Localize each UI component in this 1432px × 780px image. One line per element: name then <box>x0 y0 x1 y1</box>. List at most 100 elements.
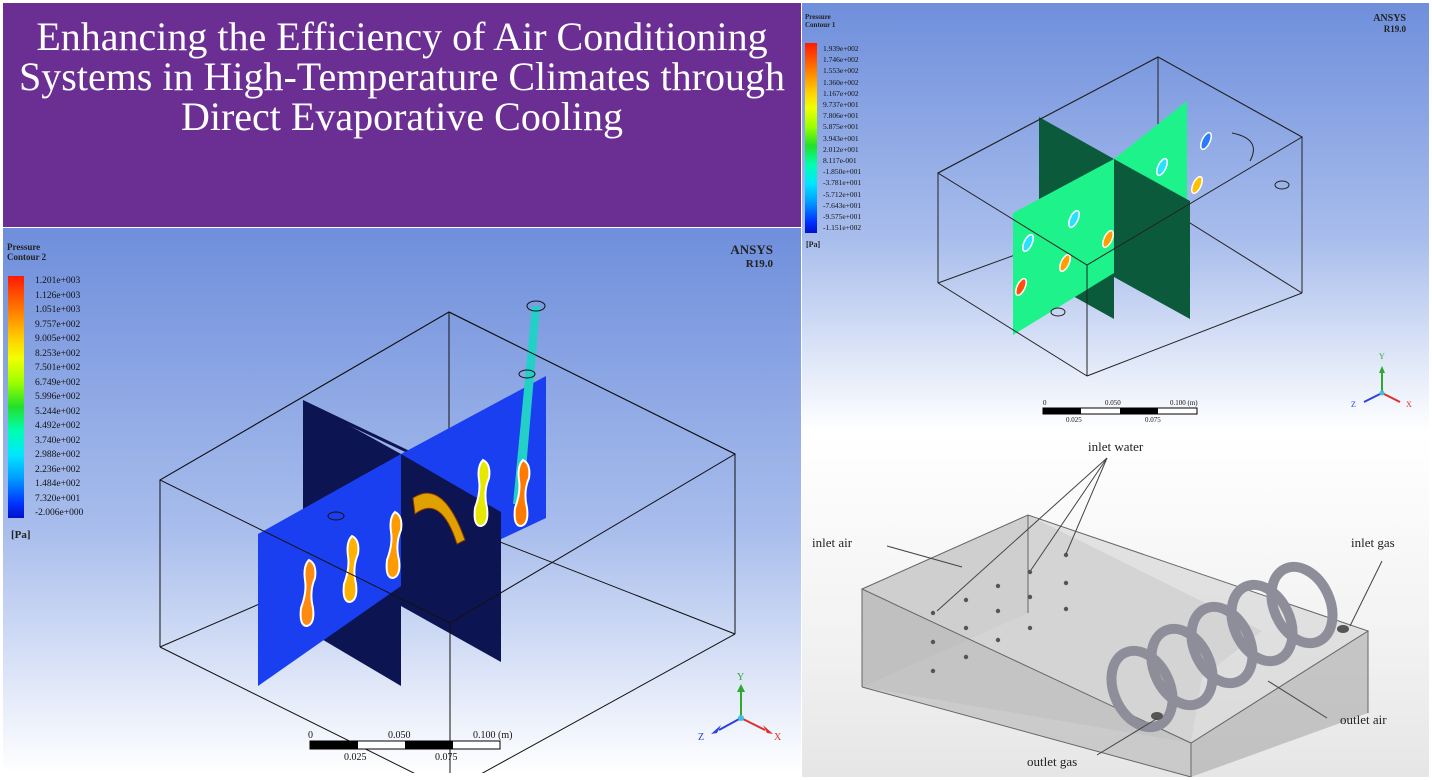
legend-tick-1: 1.746e+002 <box>823 55 859 65</box>
box-right-face <box>1191 631 1368 777</box>
box-edges <box>860 514 1370 777</box>
title-banner: Enhancing the Efficiency of Air Conditio… <box>3 3 801 227</box>
legend-tick-14: -7.643e+001 <box>823 200 862 210</box>
pressure-contour-2-panel: Pressure Contour 2 1.201e+003 1.126e+003 1… <box>3 228 801 773</box>
outlet-gas-port <box>1151 712 1163 720</box>
scale-label-050: 0.050 <box>1105 399 1121 407</box>
brand-name: ANSYS <box>730 242 773 257</box>
brand-version: R19.0 <box>1383 24 1406 34</box>
inlet-holes <box>930 552 1069 674</box>
scale-label-025: 0.025 <box>344 752 367 763</box>
ansys-brand: ANSYS R19.0 <box>1332 13 1406 35</box>
inlet-ring <box>1050 307 1066 317</box>
legend-tick-2: 1.051e+003 <box>35 305 81 315</box>
domain-box-front <box>158 311 737 773</box>
legend-tick-13: 2.236e+002 <box>35 464 81 475</box>
axis-x-label: X <box>1406 400 1412 409</box>
legend-unit: [Pa] <box>806 240 821 249</box>
scale-label-050: 0.050 <box>388 730 411 741</box>
droplets <box>299 458 531 628</box>
legend-tick-6: 7.806e+001 <box>823 111 859 121</box>
axis-triad <box>711 684 773 734</box>
legend-tick-9: 2.012e+001 <box>823 144 859 154</box>
legend-unit: [Pa] <box>11 529 31 541</box>
legend-tick-15: 7.320e+001 <box>35 493 81 504</box>
legend-tick-4: 9.005e+002 <box>35 334 81 344</box>
legend-tick-9: 5.244e+002 <box>35 406 81 417</box>
scale-label-100: 0.100 (m) <box>1170 399 1198 407</box>
legend-tick-10: 8.117e-001 <box>823 156 857 165</box>
gas-coil <box>1106 561 1338 733</box>
droplets <box>1014 131 1213 297</box>
scale-bar <box>309 740 501 750</box>
axis-x-label: X <box>774 732 782 743</box>
coil-band <box>412 492 466 545</box>
model-3d-panel: inlet water inlet air inlet gas outlet a… <box>802 433 1429 777</box>
contour-1-geometry <box>936 56 1401 415</box>
legend-tick-0: 1.201e+003 <box>35 276 81 286</box>
legend-tick-3: 1.360e+002 <box>823 77 859 87</box>
plane-green-front <box>1013 159 1114 335</box>
scale-label-0: 0 <box>1043 399 1047 407</box>
legend-tick-2: 1.553e+002 <box>823 66 859 76</box>
coil-trace <box>1231 132 1254 162</box>
legend-tick-13: -5.712e+001 <box>823 189 862 199</box>
axis-z-label: Z <box>1351 400 1356 409</box>
brand-version: R19.0 <box>745 258 773 270</box>
legend-title: Pressure Contour 1 <box>805 13 836 29</box>
label-inlet-gas: inlet gas <box>1351 535 1395 550</box>
legend-tick-8: 3.943e+001 <box>823 133 859 143</box>
legend-tick-8: 5.996e+002 <box>35 392 81 402</box>
legend-tick-7: 6.749e+002 <box>35 377 81 388</box>
pressure-contour-1-panel: Pressure Contour 1 1.939e+002 1.746e+002 1… <box>802 3 1429 431</box>
scale-label-100: 0.100 (m) <box>473 730 513 741</box>
legend-tick-4: 1.167e+002 <box>823 88 859 98</box>
scale-label-025: 0.025 <box>1066 416 1082 424</box>
pipe-ring <box>518 369 536 379</box>
legend-tick-1: 1.126e+003 <box>35 290 81 301</box>
legend-tick-16: -1.151e+002 <box>823 223 862 233</box>
plate-hole <box>327 511 345 521</box>
pipe-inlet-ring <box>526 300 546 312</box>
legend-color-bar <box>8 276 24 518</box>
scale-label-0: 0 <box>308 730 313 741</box>
legend-tick-12: 2.988e+002 <box>35 450 81 460</box>
page-title: Enhancing the Efficiency of Air Conditio… <box>19 14 785 139</box>
legend-tick-10: 4.492e+002 <box>35 421 81 431</box>
inlet-gas-port <box>1337 625 1349 633</box>
legend-tick-14: 1.484e+002 <box>35 479 81 489</box>
box-front-face <box>862 589 1191 777</box>
box-top-face <box>862 515 1368 743</box>
axis-y-label: Y <box>737 672 745 683</box>
axis-y-label: Y <box>1379 352 1385 361</box>
legend-tick-11: 3.740e+002 <box>35 435 81 446</box>
legend-tick-5: 8.253e+002 <box>35 348 81 359</box>
scale-label-075: 0.075 <box>435 752 458 763</box>
callout-lines <box>886 457 1383 756</box>
legend-tick-11: -1.850e+001 <box>823 167 862 177</box>
legend-tick-5: 9.737e+001 <box>823 100 859 109</box>
outlet-ring <box>1274 180 1290 190</box>
legend-tick-7: 5.875e+001 <box>823 122 859 132</box>
legend-tick-16: -2.006e+000 <box>35 508 84 518</box>
label-outlet-air: outlet air <box>1340 712 1387 727</box>
legend-tick-15: -9.575e+001 <box>823 212 862 221</box>
label-inlet-water: inlet water <box>1088 439 1144 454</box>
legend-tick-3: 9.757e+002 <box>35 319 81 330</box>
axis-triad <box>1363 366 1401 403</box>
legend-title: Pressure Contour 2 <box>7 242 47 262</box>
contour-2-geometry <box>158 300 773 773</box>
legend-tick-0: 1.939e+002 <box>823 44 859 53</box>
label-inlet-air: inlet air <box>812 535 853 550</box>
plane-darkgreen-front <box>1114 159 1190 319</box>
label-outlet-gas: outlet gas <box>1027 754 1078 769</box>
domain-box-front <box>936 56 1304 377</box>
plane-blue-front <box>258 454 401 686</box>
legend-color-bar <box>805 43 817 233</box>
legend-tick-6: 7.501e+002 <box>35 363 81 373</box>
brand-name: ANSYS <box>1373 13 1406 24</box>
scale-label-075: 0.075 <box>1145 416 1161 424</box>
axis-z-label: Z <box>698 732 705 743</box>
legend-tick-12: -3.781e+001 <box>823 178 862 188</box>
ansys-brand: ANSYS R19.0 <box>663 243 773 271</box>
